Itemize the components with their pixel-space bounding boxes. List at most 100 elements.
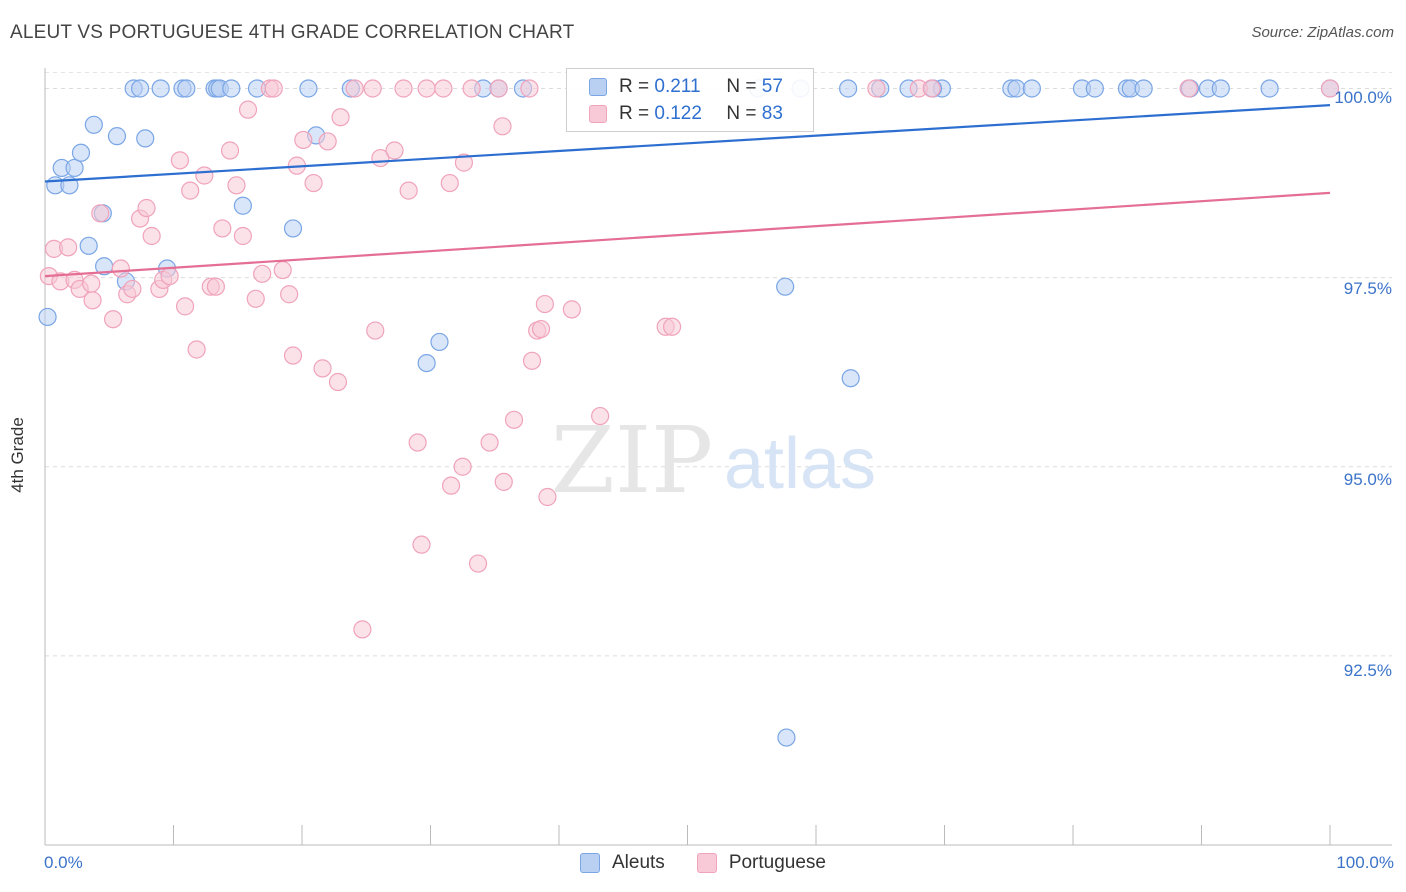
aleut-point [1134, 79, 1153, 98]
portuguese-point [111, 259, 130, 278]
portuguese-point [480, 433, 499, 452]
portuguese-point [304, 173, 323, 193]
portuguese-point [922, 79, 941, 98]
aleut-point [222, 79, 241, 98]
aleut-point [136, 129, 155, 148]
portuguese-point [493, 117, 512, 136]
gridlines [45, 71, 1392, 657]
portuguese-point [363, 79, 382, 98]
portuguese-point [328, 372, 348, 392]
aleut-point [65, 158, 84, 178]
y-axis-label: 4th Grade [8, 417, 27, 493]
portuguese-point [867, 79, 886, 98]
y-tick-label: 100.0% [1334, 88, 1392, 107]
legend-row-portuguese: R = 0.122 N = 83 [589, 102, 783, 126]
aleut-point [776, 277, 795, 296]
portuguese-point [137, 198, 156, 218]
portuguese-point [504, 410, 524, 429]
portuguese-point [273, 260, 292, 280]
aleut-point [1211, 79, 1230, 98]
portuguese-point [345, 79, 364, 98]
aleut-point [430, 332, 449, 352]
portuguese-point [1179, 79, 1198, 98]
n-label: N = [726, 103, 762, 124]
aleut-point [1085, 79, 1104, 98]
portuguese-point [441, 476, 461, 495]
r-label: R = [619, 103, 655, 124]
portuguese-point [417, 79, 436, 98]
chart-title: ALEUT VS PORTUGUESE 4TH GRADE CORRELATIO… [10, 22, 575, 43]
n-label: N = [726, 76, 762, 97]
portuguese-point [175, 297, 195, 316]
portuguese-point [170, 151, 190, 170]
portuguese-point [522, 351, 542, 370]
legend-item-portuguese[interactable]: Portuguese [696, 852, 826, 874]
legend-row-aleuts: R = 0.211 N = 57 [589, 75, 783, 99]
portuguese-point [213, 219, 232, 238]
portuguese-point [294, 130, 313, 150]
portuguese-point [538, 487, 557, 507]
y-tick-label: 95.0% [1343, 470, 1392, 489]
aleut-point [1260, 79, 1279, 98]
portuguese-point [318, 132, 337, 151]
stats-legend: R = 0.211 N = 57 R = 0.122 N = 83 [566, 68, 814, 132]
series-legend: Aleuts Portuguese [0, 852, 1406, 874]
portuguese-point [83, 291, 102, 310]
aleut-point [417, 353, 436, 373]
portuguese-point [535, 294, 554, 314]
aleut-point [177, 79, 196, 98]
aleut-point [130, 79, 150, 98]
aleut-point [1007, 79, 1026, 98]
x-tick-label-right: 100.0% [1336, 853, 1394, 872]
portuguese-point [591, 406, 610, 426]
portuguese-point [283, 346, 303, 365]
portuguese-point [206, 277, 226, 296]
aleut-point [79, 236, 98, 255]
portuguese-point [399, 181, 418, 200]
portuguese-point [104, 310, 123, 329]
portuguese-point [468, 554, 488, 573]
x-tick-label-left: 0.0% [44, 853, 83, 872]
watermark-atlas: atlas [724, 424, 876, 504]
portuguese-point [454, 153, 474, 172]
data-points [38, 79, 1340, 747]
aleuts-n-value: 57 [761, 76, 783, 97]
y-tick-label: 97.5% [1343, 279, 1392, 298]
portuguese-point [253, 264, 272, 283]
r-label: R = [619, 76, 655, 97]
portuguese-point [462, 79, 481, 98]
portuguese-point [160, 266, 179, 286]
portuguese-n-value: 83 [761, 103, 783, 124]
portuguese-point [142, 226, 161, 246]
legend-item-aleuts[interactable]: Aleuts [580, 852, 665, 874]
aleut-point [1022, 79, 1041, 98]
portuguese-point [520, 79, 539, 98]
portuguese-point [82, 274, 101, 293]
portuguese-point [408, 433, 427, 452]
aleut-point [777, 728, 796, 747]
aleut-point [839, 79, 858, 98]
portuguese-point [233, 226, 252, 246]
portuguese-point [264, 79, 283, 98]
portuguese-point [562, 300, 581, 319]
portuguese-point [220, 141, 240, 160]
portuguese-point [238, 100, 258, 119]
portuguese-point [494, 472, 513, 491]
aleuts-swatch [589, 78, 607, 96]
portuguese-point [366, 321, 385, 340]
portuguese-point [91, 204, 110, 223]
portuguese-point [195, 166, 214, 185]
portuguese-point [489, 79, 508, 98]
portuguese-point [280, 285, 299, 304]
portuguese-legend-label: Portuguese [728, 852, 826, 873]
aleuts-r-value: 0.211 [654, 76, 701, 97]
portuguese-trend-line [44, 191, 1331, 278]
portuguese-point [440, 173, 459, 193]
portuguese-point [313, 359, 332, 378]
portuguese-point [453, 457, 472, 476]
trend-lines [44, 104, 1331, 278]
aleut-point [151, 79, 170, 98]
portuguese-legend-swatch [696, 853, 717, 873]
portuguese-point [246, 289, 265, 308]
